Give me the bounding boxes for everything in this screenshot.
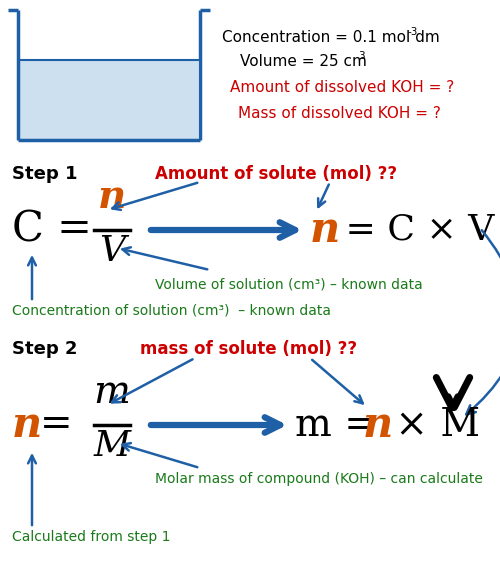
Text: Amount of dissolved KOH = ?: Amount of dissolved KOH = ?: [230, 80, 454, 96]
Bar: [20, 60, 198, 140]
Text: C =: C =: [12, 209, 105, 251]
Text: Molar mass of compound (KOH) – can calculate: Molar mass of compound (KOH) – can calcu…: [155, 472, 483, 486]
Text: m =: m =: [295, 406, 389, 444]
Text: × M: × M: [383, 406, 480, 444]
Text: n: n: [310, 209, 340, 251]
Text: Volume of solution (cm³) – known data: Volume of solution (cm³) – known data: [155, 278, 423, 292]
Text: n: n: [12, 404, 42, 446]
Text: n: n: [98, 178, 126, 216]
Text: -3: -3: [407, 27, 418, 37]
Text: m: m: [94, 374, 130, 411]
Text: Calculated from step 1: Calculated from step 1: [12, 530, 170, 544]
Text: = C × V: = C × V: [334, 213, 494, 247]
Text: Volume = 25 cm: Volume = 25 cm: [240, 54, 367, 69]
Text: V: V: [99, 234, 125, 268]
Text: mass of solute (mol) ??: mass of solute (mol) ??: [140, 340, 357, 358]
Text: Concentration of solution (cm³)  – known data: Concentration of solution (cm³) – known …: [12, 304, 331, 318]
Text: Mass of dissolved KOH = ?: Mass of dissolved KOH = ?: [238, 107, 441, 122]
Text: Amount of solute (mol) ??: Amount of solute (mol) ??: [155, 165, 397, 183]
Text: Step 1: Step 1: [12, 165, 78, 183]
Text: 3: 3: [358, 51, 364, 61]
Text: Step 2: Step 2: [12, 340, 78, 358]
Text: M: M: [94, 429, 130, 463]
Text: =: =: [40, 406, 72, 444]
Text: Concentration = 0.1 mol dm: Concentration = 0.1 mol dm: [222, 31, 440, 46]
Text: n: n: [363, 404, 393, 446]
